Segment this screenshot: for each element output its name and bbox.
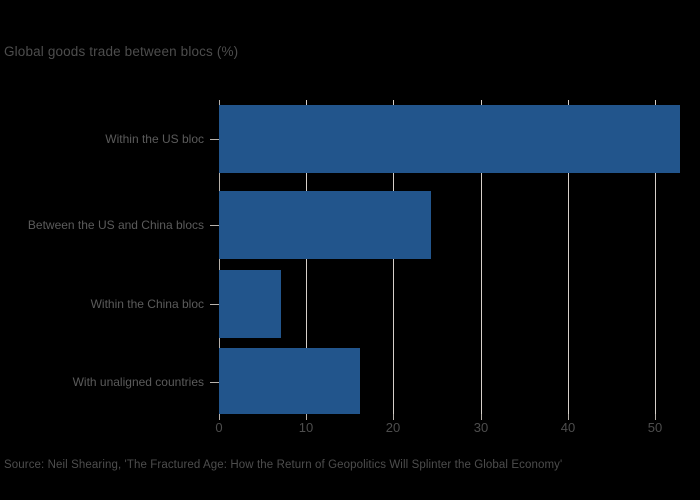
x-axis-label-30: 30 bbox=[473, 420, 489, 435]
x-axis-label-50: 50 bbox=[647, 420, 663, 435]
plot-area bbox=[219, 100, 681, 414]
x-axis-label-0: 0 bbox=[215, 420, 223, 435]
bar-within-the-china-bloc[interactable] bbox=[219, 270, 281, 338]
y-axis-label-0: Within the US bloc bbox=[105, 132, 204, 146]
y-axis-tick-2 bbox=[210, 304, 219, 305]
x-axis-tick-mark-0 bbox=[219, 414, 220, 420]
x-axis-label-10: 10 bbox=[298, 420, 314, 435]
x-axis-tick-mark-50 bbox=[655, 414, 656, 420]
x-axis-tick-mark-20 bbox=[393, 414, 394, 420]
x-axis-tick-mark-40 bbox=[568, 414, 569, 420]
y-axis-tick-3 bbox=[210, 382, 219, 383]
gridline-50 bbox=[655, 100, 656, 414]
y-axis-tick-1 bbox=[210, 225, 219, 226]
source-note: Source: Neil Shearing, 'The Fractured Ag… bbox=[4, 459, 563, 471]
x-axis-label-20: 20 bbox=[385, 420, 401, 435]
chart-title: Global goods trade between blocs (%) bbox=[4, 44, 239, 59]
gridline-30 bbox=[480, 100, 482, 414]
x-axis-label-40: 40 bbox=[560, 420, 576, 435]
y-axis-tick-0 bbox=[210, 139, 219, 140]
gridline-40 bbox=[567, 100, 569, 414]
y-axis-label-1: Between the US and China blocs bbox=[27, 218, 204, 232]
y-axis-label-3: With unaligned countries bbox=[72, 375, 204, 389]
bar-within-the-us-bloc[interactable] bbox=[219, 105, 681, 173]
bar-with-unaligned-countries[interactable] bbox=[219, 348, 361, 414]
x-axis-tick-mark-10 bbox=[306, 414, 307, 420]
y-axis-label-2: Within the China bloc bbox=[90, 297, 204, 311]
x-axis-tick-mark-30 bbox=[481, 414, 482, 420]
bar-between-the-us-and-china-blocs[interactable] bbox=[219, 191, 431, 259]
bars-layer bbox=[219, 100, 681, 414]
